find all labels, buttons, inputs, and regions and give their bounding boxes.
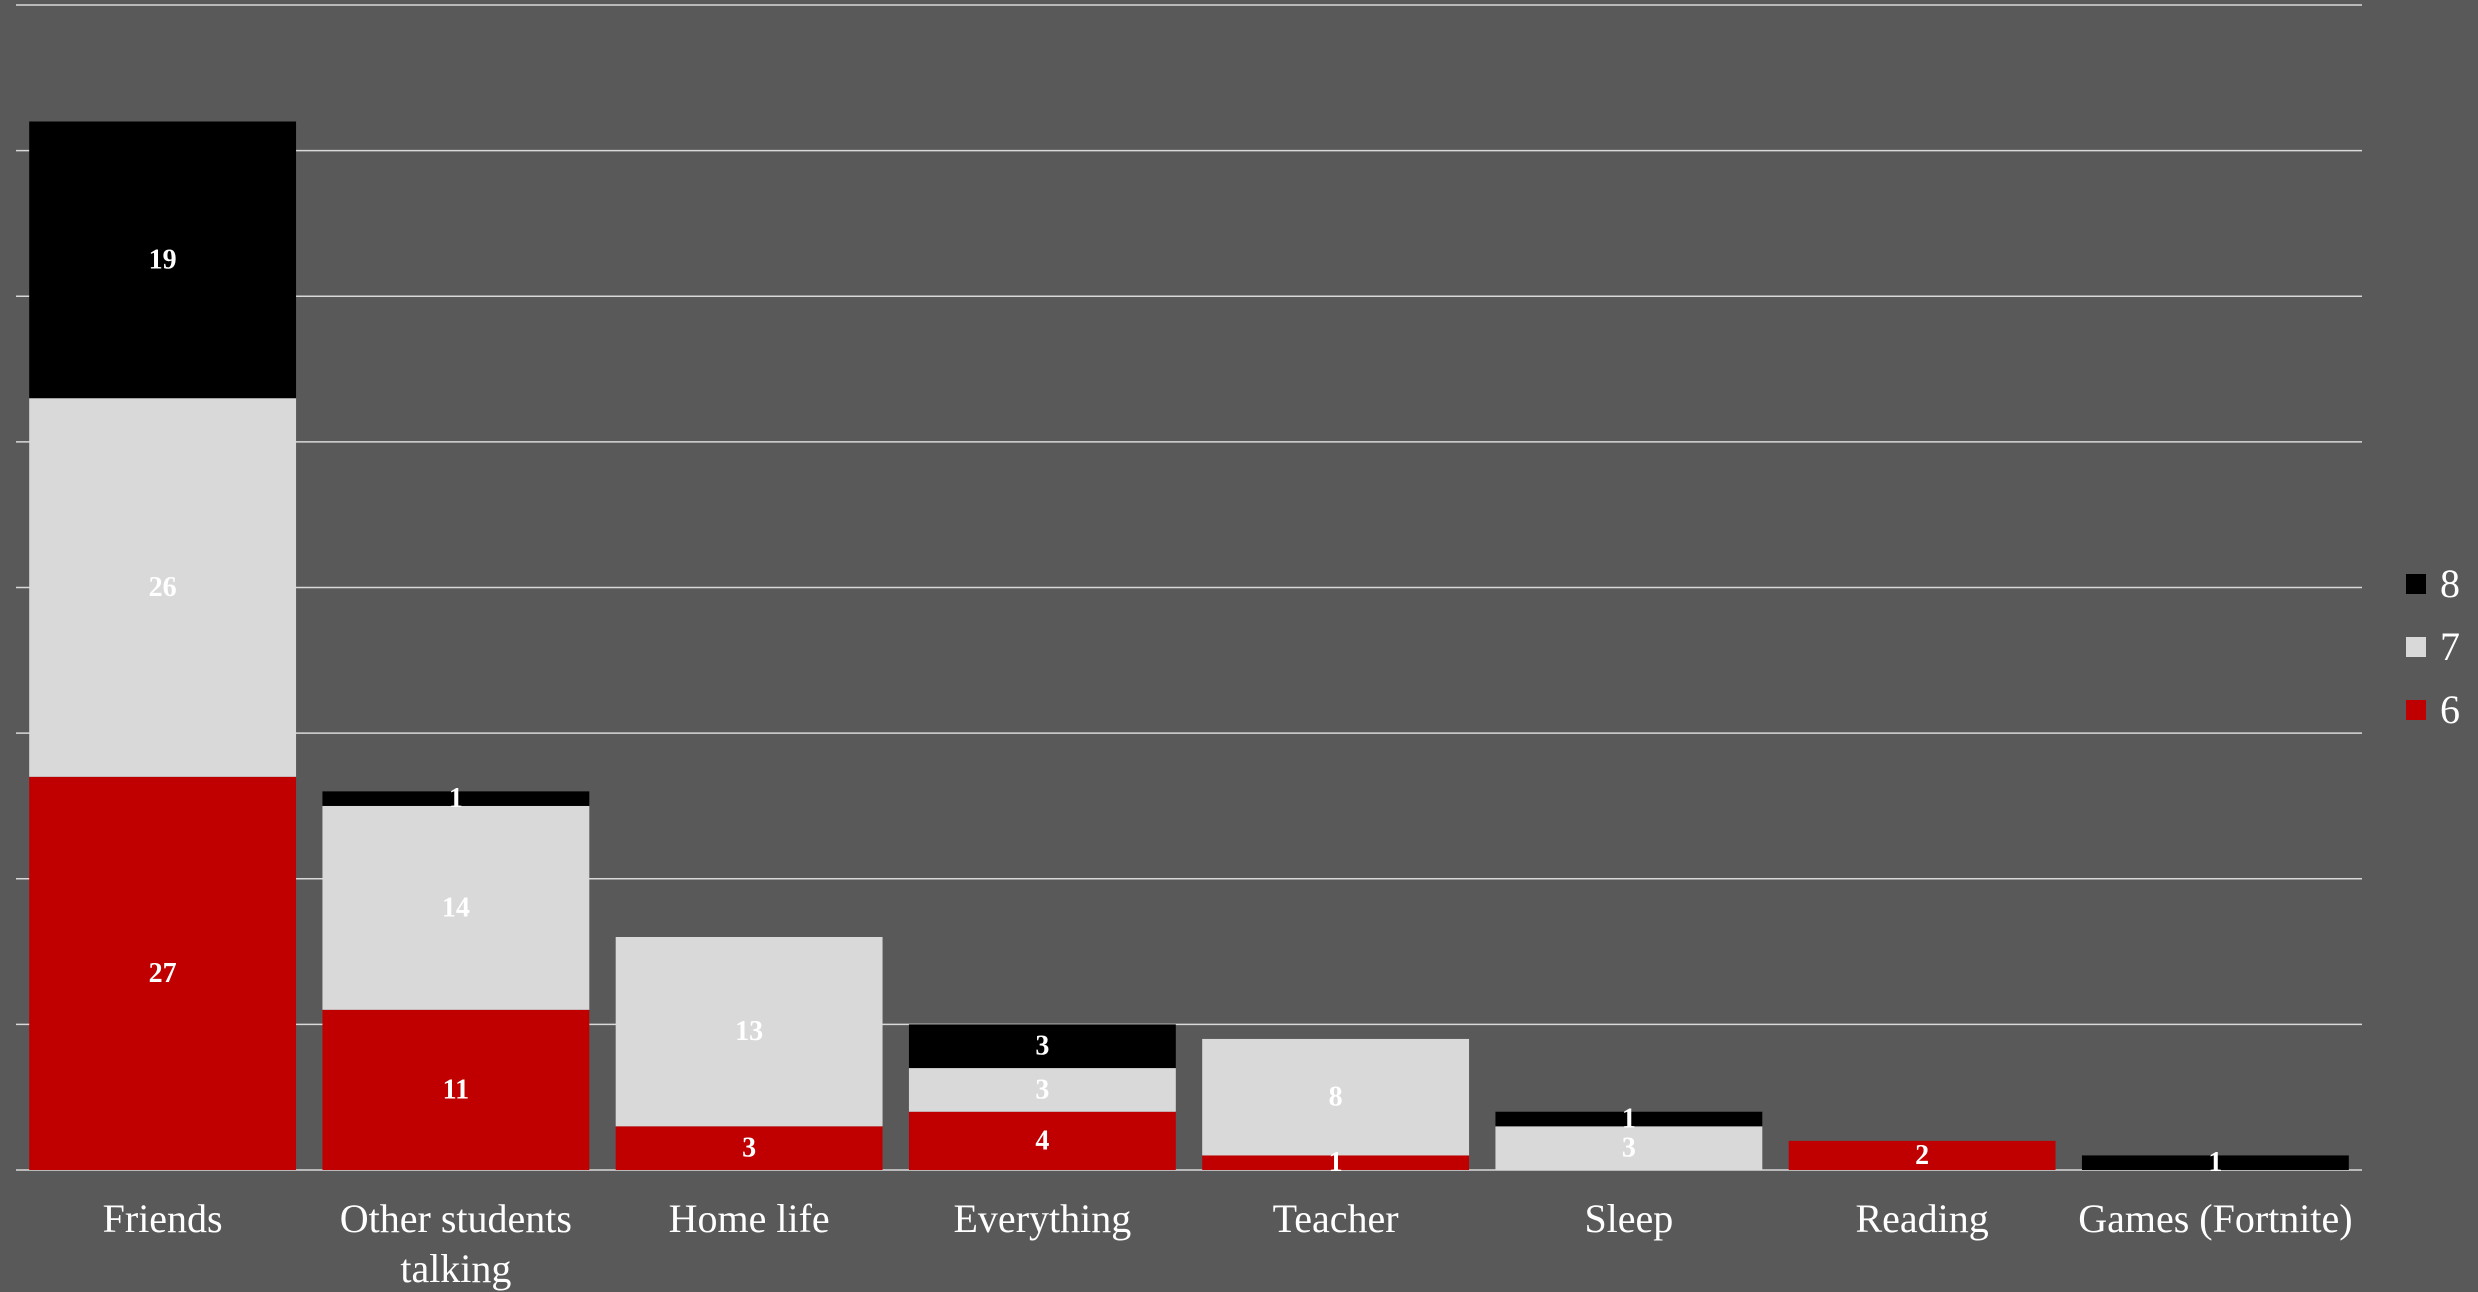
data-label: 3 <box>1035 1031 1049 1062</box>
x-tick-label: Reading <box>1855 1196 1988 1241</box>
x-tick-labels: Friends Other students talking Home life Eve… <box>103 1196 2353 1291</box>
bar-segment-series-8 <box>1495 1111 1763 1127</box>
legend-label: 7 <box>2440 624 2460 669</box>
data-label: 4 <box>1035 1125 1049 1156</box>
bar-segment-series-6 <box>1202 1155 1470 1170</box>
bar-segment-series-7 <box>615 937 883 1127</box>
x-tick-label: Teacher <box>1273 1196 1399 1241</box>
legend-item-7: 7 <box>2406 615 2460 678</box>
x-tick-label: Friends <box>103 1196 223 1241</box>
data-label: 27 <box>149 958 177 989</box>
bar-segment-series-6 <box>615 1126 883 1170</box>
bar-segment-series-6 <box>29 776 297 1170</box>
bar-segment-series-7 <box>908 1068 1176 1112</box>
legend-label: 8 <box>2440 561 2460 606</box>
bar-segment-series-8 <box>29 121 297 399</box>
data-label: 2 <box>1915 1140 1929 1171</box>
data-label: 1 <box>2208 1147 2222 1178</box>
bar-segment-series-7 <box>1202 1038 1470 1156</box>
data-label: 11 <box>443 1074 469 1105</box>
legend-label: 6 <box>2440 687 2460 732</box>
bar-segment-series-8 <box>2081 1155 2349 1170</box>
legend: 8 7 6 <box>2406 552 2460 741</box>
data-label: 13 <box>735 1016 763 1047</box>
x-tick-label: Other students talking <box>340 1196 572 1291</box>
bar-segment-series-7 <box>322 805 590 1010</box>
bar-segment-series-6 <box>1788 1140 2056 1170</box>
legend-item-8: 8 <box>2406 552 2460 615</box>
bar-segment-series-8 <box>908 1024 1176 1069</box>
bar-segment-series-7 <box>29 398 297 777</box>
bar-segment-series-8 <box>322 791 590 806</box>
x-tick-label: Home life <box>669 1196 830 1241</box>
legend-swatch <box>2406 573 2426 594</box>
bar-segment-series-7 <box>1495 1126 1763 1170</box>
data-label: 8 <box>1329 1082 1343 1113</box>
legend-swatch <box>2406 699 2426 720</box>
data-label: 19 <box>149 244 177 275</box>
data-label: 3 <box>1035 1074 1049 1105</box>
data-label: 1 <box>1622 1104 1636 1135</box>
data-label: 3 <box>1622 1133 1636 1164</box>
x-tick-label: Sleep <box>1584 1196 1673 1241</box>
bars <box>29 121 2349 1170</box>
x-tick-label: Games (Fortnite) <box>2078 1196 2352 1241</box>
legend-item-6: 6 <box>2406 678 2460 741</box>
legend-swatch <box>2406 636 2426 657</box>
data-label: 3 <box>742 1133 756 1164</box>
x-tick-label: Everything <box>954 1196 1132 1241</box>
data-label: 1 <box>1329 1147 1343 1178</box>
bar-segment-series-6 <box>322 1009 590 1170</box>
data-label: 1 <box>449 783 463 814</box>
data-label: 26 <box>149 572 177 603</box>
bar-segment-series-6 <box>908 1111 1176 1170</box>
data-label: 14 <box>442 892 470 923</box>
